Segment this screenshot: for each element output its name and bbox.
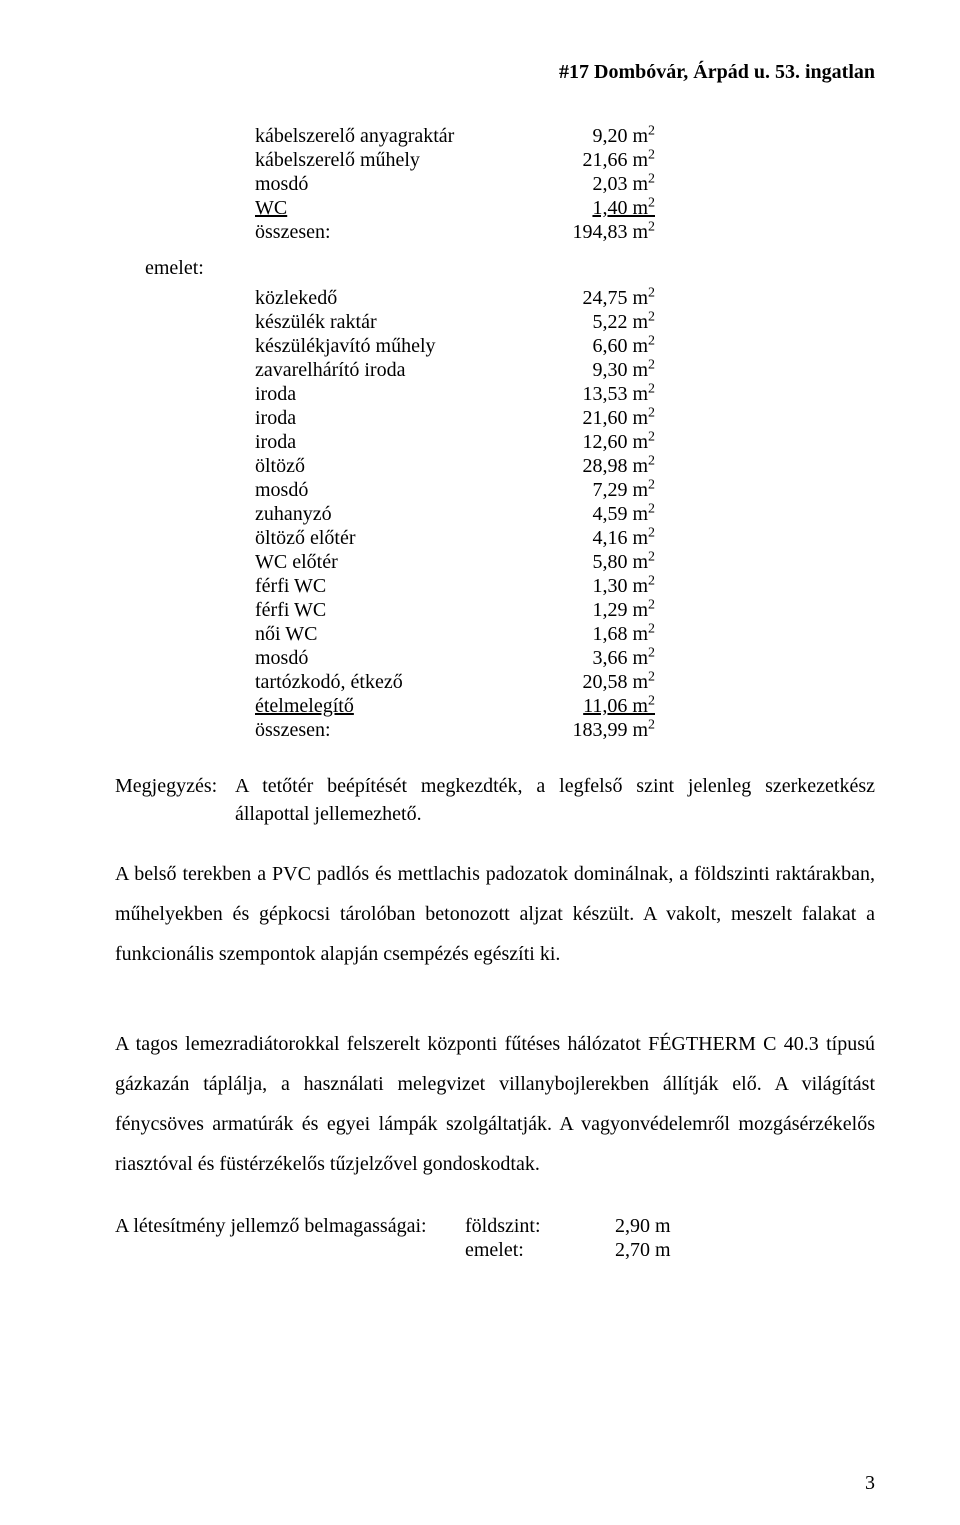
note-row: Megjegyzés: A tetőtér beépítését megkezd… — [115, 772, 875, 828]
area-row: közlekedő24,75 m2 — [255, 286, 875, 310]
note-label: Megjegyzés: — [115, 772, 235, 828]
area-row-label: zuhanyzó — [255, 502, 535, 526]
area-row-value: 1,30 m2 — [535, 574, 655, 598]
area-row: iroda21,60 m2 — [255, 406, 875, 430]
area-row-value: 28,98 m2 — [535, 454, 655, 478]
area-row-value: 21,60 m2 — [535, 406, 655, 430]
area-row: tartózkodó, étkező20,58 m2 — [255, 670, 875, 694]
area-row-label: férfi WC — [255, 598, 535, 622]
page-header: #17 Dombóvár, Árpád u. 53. ingatlan — [115, 60, 875, 84]
area-row-value: 4,16 m2 — [535, 526, 655, 550]
area-row-label: WC — [255, 196, 535, 220]
area-row: ételmelegítő11,06 m2 — [255, 694, 875, 718]
area-row: WC1,40 m2 — [255, 196, 875, 220]
area-row: mosdó2,03 m2 — [255, 172, 875, 196]
area-row: kábelszerelő anyagraktár9,20 m2 — [255, 124, 875, 148]
ceiling-height-row: emelet:2,70 m — [465, 1238, 875, 1262]
area-row-label: összesen: — [255, 718, 535, 742]
ceiling-heights-label: A létesítmény jellemző belmagasságai: — [115, 1214, 465, 1262]
area-row-value: 9,30 m2 — [535, 358, 655, 382]
area-row-value: 194,83 m2 — [535, 220, 655, 244]
area-row: mosdó3,66 m2 — [255, 646, 875, 670]
area-row-value: 1,40 m2 — [535, 196, 655, 220]
ceiling-height-row: földszint:2,90 m — [465, 1214, 875, 1238]
area-row-value: 6,60 m2 — [535, 334, 655, 358]
area-row-label: mosdó — [255, 478, 535, 502]
area-row: öltöző előtér4,16 m2 — [255, 526, 875, 550]
paragraph-2: A tagos lemezradiátorokkal felszerelt kö… — [115, 1024, 875, 1184]
area-row: WC előtér5,80 m2 — [255, 550, 875, 574]
area-row-label: WC előtér — [255, 550, 535, 574]
paragraph-1: A belső terekben a PVC padlós és mettlac… — [115, 854, 875, 974]
area-row-value: 5,80 m2 — [535, 550, 655, 574]
area-row: készülék raktár5,22 m2 — [255, 310, 875, 334]
ceiling-height-key: emelet: — [465, 1238, 615, 1262]
area-row-value: 7,29 m2 — [535, 478, 655, 502]
area-row-value: 183,99 m2 — [535, 718, 655, 742]
area-row-label: tartózkodó, étkező — [255, 670, 535, 694]
area-row: összesen:194,83 m2 — [255, 220, 875, 244]
area-row-label: női WC — [255, 622, 535, 646]
area-row-value: 4,59 m2 — [535, 502, 655, 526]
area-row-value: 12,60 m2 — [535, 430, 655, 454]
note-text: A tetőtér beépítését megkezdték, a legfe… — [235, 772, 875, 828]
area-row: összesen:183,99 m2 — [255, 718, 875, 742]
area-row-value: 5,22 m2 — [535, 310, 655, 334]
area-row: készülékjavító műhely6,60 m2 — [255, 334, 875, 358]
area-row-label: összesen: — [255, 220, 535, 244]
area-row-value: 2,03 m2 — [535, 172, 655, 196]
area-row-label: zavarelhárító iroda — [255, 358, 535, 382]
emelet-label: emelet: — [145, 256, 875, 280]
area-row: iroda13,53 m2 — [255, 382, 875, 406]
ceiling-heights-rows: földszint:2,90 memelet:2,70 m — [465, 1214, 875, 1262]
area-row: öltöző28,98 m2 — [255, 454, 875, 478]
area-row: női WC1,68 m2 — [255, 622, 875, 646]
ceiling-height-value: 2,70 m — [615, 1238, 715, 1262]
area-row-value: 1,68 m2 — [535, 622, 655, 646]
area-row-label: mosdó — [255, 172, 535, 196]
area-row-label: férfi WC — [255, 574, 535, 598]
ceiling-heights-block: A létesítmény jellemző belmagasságai: fö… — [115, 1214, 875, 1262]
area-row-value: 20,58 m2 — [535, 670, 655, 694]
page-number: 3 — [865, 1471, 875, 1495]
area-row-label: iroda — [255, 430, 535, 454]
area-list-block2: közlekedő24,75 m2készülék raktár5,22 m2k… — [255, 286, 875, 742]
area-row-label: iroda — [255, 382, 535, 406]
area-row-value: 11,06 m2 — [535, 694, 655, 718]
ceiling-height-value: 2,90 m — [615, 1214, 715, 1238]
area-row-label: öltöző előtér — [255, 526, 535, 550]
area-row: kábelszerelő műhely21,66 m2 — [255, 148, 875, 172]
area-row-label: kábelszerelő anyagraktár — [255, 124, 535, 148]
area-row-label: ételmelegítő — [255, 694, 535, 718]
area-row: mosdó7,29 m2 — [255, 478, 875, 502]
area-row-label: öltöző — [255, 454, 535, 478]
area-row-value: 9,20 m2 — [535, 124, 655, 148]
area-row-label: készülékjavító műhely — [255, 334, 535, 358]
area-row-label: készülék raktár — [255, 310, 535, 334]
area-row-value: 3,66 m2 — [535, 646, 655, 670]
area-row: férfi WC1,30 m2 — [255, 574, 875, 598]
area-row-label: kábelszerelő műhely — [255, 148, 535, 172]
area-row: iroda12,60 m2 — [255, 430, 875, 454]
area-row-value: 21,66 m2 — [535, 148, 655, 172]
area-row-label: iroda — [255, 406, 535, 430]
area-row: zuhanyzó4,59 m2 — [255, 502, 875, 526]
area-row-value: 13,53 m2 — [535, 382, 655, 406]
area-row: férfi WC1,29 m2 — [255, 598, 875, 622]
area-row: zavarelhárító iroda9,30 m2 — [255, 358, 875, 382]
area-list-block1: kábelszerelő anyagraktár9,20 m2kábelszer… — [255, 124, 875, 244]
ceiling-height-key: földszint: — [465, 1214, 615, 1238]
area-row-label: mosdó — [255, 646, 535, 670]
area-row-label: közlekedő — [255, 286, 535, 310]
area-row-value: 1,29 m2 — [535, 598, 655, 622]
area-row-value: 24,75 m2 — [535, 286, 655, 310]
